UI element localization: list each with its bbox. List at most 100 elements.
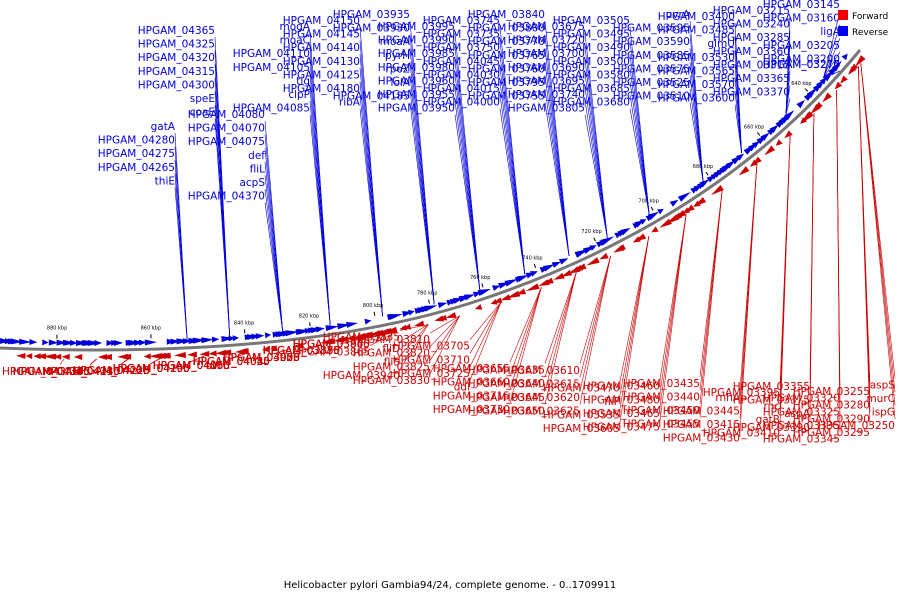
reverse-gene-label[interactable]: HPGAM_04265 — [98, 162, 175, 174]
forward-gene-label[interactable]: HPGAM_04340 — [13, 366, 90, 378]
reverse-gene-label[interactable]: lolA — [391, 77, 411, 89]
forward-gene-label[interactable]: HPGAM_03635 — [468, 365, 545, 377]
forward-gene-label[interactable]: HPGAM_03450 — [623, 405, 700, 417]
reverse-gene-label[interactable]: HPGAM_04300 — [138, 79, 215, 91]
forward-gene-label[interactable]: HPGAM_03825 — [353, 361, 430, 373]
forward-gene-label[interactable]: ispG — [872, 407, 895, 419]
reverse-gene-label[interactable]: HPGAM_04185 — [333, 91, 410, 103]
forward-gene-label[interactable]: HPGAM_03900 — [223, 352, 300, 364]
reverse-gene-label[interactable]: thiE — [155, 175, 175, 187]
reverse-gene-label[interactable]: HPGAM_03600 — [658, 93, 735, 105]
reverse-gene-label[interactable]: HPGAM_03360 — [713, 46, 790, 58]
forward-gene-label[interactable]: HPGAM_03655 — [433, 363, 510, 375]
reverse-gene-label[interactable]: HPGAM_04080 — [188, 109, 265, 121]
forward-gene-label[interactable]: HPGAM_03475 — [583, 422, 660, 434]
forward-gene-label[interactable]: murC — [866, 393, 895, 405]
reverse-gene-label[interactable]: HPGAM_03695 — [508, 75, 585, 87]
reverse-gene-label[interactable]: HPGAM_04275 — [98, 148, 175, 160]
reverse-gene-label[interactable]: HPGAM_03955 — [378, 89, 455, 101]
forward-gene-label[interactable]: HPGAM_03970 — [223, 352, 300, 364]
reverse-gene-label[interactable]: HPGAM_03990 — [378, 35, 455, 47]
reverse-gene-label[interactable]: HPGAM_04070 — [188, 123, 265, 135]
forward-gene-label[interactable]: HPGAM_03375 — [733, 395, 810, 407]
reverse-gene-label[interactable]: HPGAM_04140 — [283, 42, 360, 54]
forward-gene-label[interactable]: HPGAM_04310 — [43, 366, 120, 378]
forward-gene-label[interactable]: ddl — [454, 382, 470, 394]
reverse-gene-label[interactable]: ligA — [820, 26, 840, 38]
reverse-gene-label[interactable]: HPGAM_04000 — [423, 97, 500, 109]
reverse-gene-label[interactable]: HPGAM_03585 — [613, 50, 690, 62]
reverse-gene-label[interactable]: HPGAM_03575 — [613, 63, 690, 75]
reverse-gene-label[interactable]: glmU — [708, 38, 736, 50]
reverse-gene-label[interactable]: HPGAM_03980 — [378, 62, 455, 74]
forward-gene-label[interactable]: HPGAM_04330 — [13, 366, 90, 378]
reverse-gene-label[interactable]: gatA — [151, 121, 176, 133]
forward-gene-label[interactable]: HPGAM_04065 — [153, 360, 230, 372]
forward-gene-label[interactable]: HPGAM_04345 — [2, 366, 79, 378]
forward-gene-label[interactable]: gatB — [756, 414, 780, 426]
reverse-gene-label[interactable]: HPGAM_03400 — [658, 11, 735, 23]
reverse-gene-label[interactable]: acpS — [239, 177, 265, 189]
forward-gene-label[interactable]: HPGAM_03830 — [353, 375, 430, 387]
forward-gene-label[interactable]: motB — [122, 365, 150, 377]
forward-gene-label[interactable]: HPGAM_03460 — [583, 381, 660, 393]
reverse-gene-label[interactable]: HPGAM_04110 — [233, 48, 310, 60]
reverse-gene-label[interactable]: HPGAM_03800 — [468, 23, 545, 35]
reverse-gene-label[interactable]: HPGAM_03765 — [468, 50, 545, 62]
reverse-gene-label[interactable]: HPGAM_04030 — [423, 69, 500, 81]
forward-gene-label[interactable]: HPGAM_03610 — [503, 365, 580, 377]
forward-gene-label[interactable]: HPGAM_03875 — [263, 345, 340, 357]
reverse-gene-label[interactable]: HPGAM_03580 — [553, 69, 630, 81]
forward-gene-label[interactable]: aspS — [870, 379, 896, 391]
forward-gene-label[interactable]: HPGAM_04035 — [223, 352, 300, 364]
reverse-gene-label[interactable]: HPGAM_03200 — [763, 53, 840, 65]
forward-gene-label[interactable]: HPGAM_04215 — [73, 365, 150, 377]
forward-gene-label[interactable]: HPGAM_03410 — [703, 428, 780, 440]
reverse-gene-label[interactable]: HPGAM_03770 — [468, 36, 545, 48]
reverse-gene-label[interactable]: pyrH — [385, 50, 410, 62]
forward-gene-label[interactable]: HPGAM_04060 — [153, 360, 230, 372]
reverse-gene-label[interactable]: HPGAM_03690 — [508, 62, 585, 74]
forward-gene-label[interactable]: HPGAM_03605 — [543, 423, 620, 435]
forward-gene-label[interactable]: HPGAM_03390 — [733, 422, 810, 434]
forward-gene-label[interactable]: rnc — [763, 400, 780, 412]
forward-gene-label[interactable]: HPGAM_03820 — [353, 348, 430, 360]
forward-gene-label[interactable]: aspA — [784, 408, 811, 420]
reverse-gene-label[interactable]: HPGAM_03565 — [658, 65, 735, 77]
forward-gene-label[interactable]: HPGAM_04055 — [193, 356, 270, 368]
forward-gene-label[interactable]: HPGAM_03715 — [433, 390, 510, 402]
reverse-gene-label[interactable]: HPGAM_03995 — [378, 21, 455, 33]
forward-gene-label[interactable]: HPGAM_03535 — [543, 410, 620, 422]
forward-gene-label[interactable]: HPGAM_03290 — [793, 413, 870, 425]
forward-gene-label[interactable]: HPGAM_03465 — [583, 408, 660, 420]
reverse-gene-label[interactable]: HPGAM_03145 — [763, 0, 840, 11]
reverse-gene-label[interactable]: HPGAM_04315 — [138, 66, 215, 78]
forward-gene-label[interactable]: HPGAM_03725 — [393, 368, 470, 380]
reverse-gene-label[interactable]: fliL — [250, 163, 266, 175]
reverse-gene-label[interactable]: HPGAM_04145 — [283, 29, 360, 41]
reverse-gene-label[interactable]: HPGAM_03805 — [508, 103, 585, 115]
forward-gene-label[interactable]: flhB — [280, 352, 300, 364]
forward-gene-label[interactable]: HPGAM_03835 — [323, 331, 400, 343]
forward-gene-label[interactable]: HPGAM_03940 — [323, 370, 400, 382]
reverse-gene-label[interactable]: HPGAM_04015 — [423, 83, 500, 95]
reverse-gene-label[interactable]: HPGAM_03490 — [553, 42, 630, 54]
reverse-gene-label[interactable]: HPGAM_04150 — [283, 15, 360, 27]
reverse-gene-label[interactable]: HPGAM_03760 — [468, 63, 545, 75]
forward-gene-label[interactable]: HPGAM_03650 — [468, 405, 545, 417]
forward-gene-label[interactable]: fliS — [384, 357, 401, 369]
forward-gene-label[interactable]: HPGAM_03395 — [703, 387, 780, 399]
reverse-gene-label[interactable]: HPGAM_03745 — [423, 15, 500, 27]
forward-gene-label[interactable]: HPGAM_04200 — [113, 363, 190, 375]
forward-gene-label[interactable]: HPGAM_04240 — [43, 366, 120, 378]
reverse-gene-label[interactable]: HPGAM_03205 — [763, 40, 840, 52]
forward-gene-label[interactable]: HPGAM_03325 — [763, 406, 840, 418]
forward-gene-label[interactable]: HPGAM_03255 — [793, 386, 870, 398]
reverse-gene-label[interactable]: speE — [190, 93, 215, 105]
reverse-gene-label[interactable]: HPGAM_03530 — [658, 52, 735, 64]
forward-gene-label[interactable]: HPGAM_03880 — [263, 345, 340, 357]
reverse-gene-label[interactable]: rpoZ — [385, 63, 410, 75]
forward-gene-label[interactable]: uvrC — [205, 360, 230, 372]
reverse-gene-label[interactable]: HPGAM_04370 — [188, 191, 265, 203]
reverse-gene-label[interactable]: HPGAM_03285 — [713, 32, 790, 44]
